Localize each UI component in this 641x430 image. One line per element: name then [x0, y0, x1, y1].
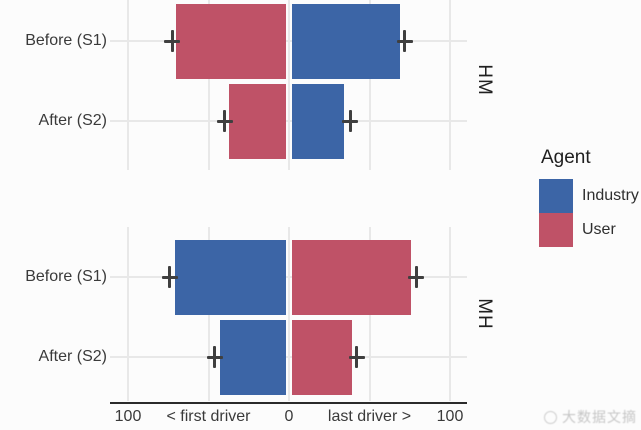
gridline-vertical	[288, 227, 290, 401]
x-axis-tick-label: 100	[114, 408, 142, 425]
facet-panel-hm	[110, 0, 467, 170]
legend-label: Industry	[582, 187, 639, 204]
error-bar-cap	[355, 346, 359, 368]
legend-title: Agent	[541, 147, 591, 168]
gridline-vertical	[127, 0, 129, 170]
x-axis-tick-label: 100	[436, 408, 464, 425]
legend-label: User	[582, 221, 616, 238]
gridline-horizontal	[110, 40, 467, 42]
x-axis-tick-label: 0	[284, 408, 294, 425]
industry-color-swatch	[539, 179, 573, 213]
bar-mh-user	[291, 239, 412, 315]
gridline-vertical	[368, 0, 371, 170]
error-bar-cap	[170, 30, 174, 52]
bar-mh-user	[291, 319, 352, 395]
gridline-vertical	[207, 0, 210, 170]
y-axis-label: After (S2)	[38, 348, 107, 365]
legend-entry-user: User	[539, 213, 639, 247]
error-bar-cap	[348, 110, 352, 132]
facet-strip-mh: MH	[474, 298, 495, 330]
bar-hm-user	[229, 83, 287, 159]
bar-mh-industry	[219, 319, 287, 395]
gridline-horizontal	[110, 120, 467, 122]
x-axis-tick-label: last driver >	[327, 408, 412, 425]
y-axis-label: Before (S1)	[25, 32, 107, 49]
gridline-horizontal	[110, 356, 467, 358]
error-bar-cap	[213, 346, 217, 368]
bar-hm-industry	[291, 3, 401, 79]
bar-hm-industry	[291, 83, 344, 159]
y-axis-label: Before (S1)	[25, 268, 107, 285]
watermark: 大数据文摘	[544, 407, 637, 427]
facet-panel-mh	[110, 227, 467, 401]
watermark-logo-icon	[544, 410, 557, 424]
gridline-vertical	[449, 227, 451, 401]
user-color-swatch	[539, 213, 573, 247]
gridline-vertical	[127, 227, 129, 401]
y-axis-label: After (S2)	[38, 112, 107, 129]
x-axis-tick-label: < first driver	[166, 408, 251, 425]
watermark-text: 大数据文摘	[562, 409, 637, 425]
gridline-vertical	[288, 0, 290, 170]
legend: Agent Industry User	[539, 147, 639, 247]
bar-mh-industry	[174, 239, 287, 315]
error-bar-cap	[414, 266, 418, 288]
x-axis-line	[110, 402, 467, 404]
legend-entry-industry: Industry	[539, 179, 639, 213]
error-bar-cap	[223, 110, 227, 132]
bar-hm-user	[176, 3, 287, 79]
error-bar-cap	[403, 30, 407, 52]
error-bar-cap	[168, 266, 172, 288]
gridline-horizontal	[110, 276, 467, 278]
facet-strip-hm: HM	[474, 64, 495, 96]
gridline-vertical	[449, 0, 451, 170]
